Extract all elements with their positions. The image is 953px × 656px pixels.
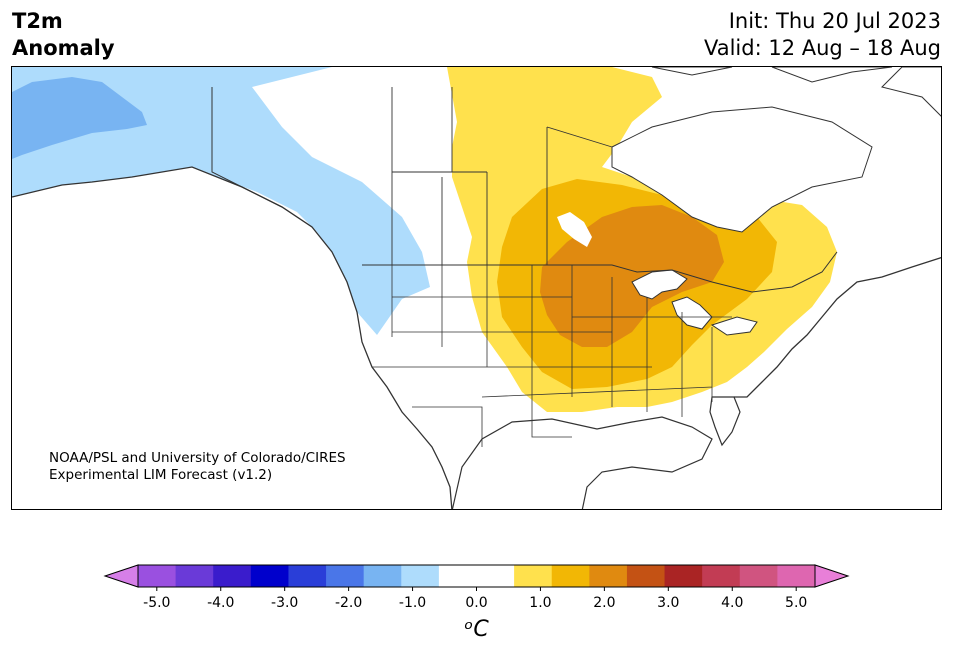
us-state-borders (372, 265, 732, 447)
colorbar: -5.0 -4.0 -3.0 -2.0 -1.0 0.0 1.0 2.0 3.0 4.0 5.0 (103, 564, 850, 611)
colorbar-unit-label: ᵒC (464, 617, 489, 642)
colorbar-tick-label: 3.0 (657, 595, 679, 611)
colorbar-tick-label: -4.0 (207, 595, 234, 611)
map-panel (11, 66, 942, 510)
title-line-1: T2m (12, 9, 63, 33)
hudson-bay (611, 106, 873, 233)
colorbar-cell (438, 565, 477, 587)
colorbar-cell (739, 565, 778, 587)
pacific-coastline (12, 166, 453, 509)
colorbar-tick-label: 5.0 (785, 595, 807, 611)
colorbar-cell (589, 565, 628, 587)
colorbar-tick-label: -1.0 (399, 595, 426, 611)
colorbar-cell (702, 565, 741, 587)
colorbar-cell (777, 565, 816, 587)
colorbar-cell (476, 565, 515, 587)
cold-anomaly-mid (12, 77, 147, 159)
colorbar-tick-label: -3.0 (271, 595, 298, 611)
cold-anomaly-light (12, 67, 430, 335)
prairie-lakes (557, 212, 592, 247)
credit-line-1: NOAA/PSL and University of Colorado/CIRE… (49, 450, 346, 466)
init-date: Init: Thu 20 Jul 2023 (728, 9, 941, 33)
map-title: T2m Anomaly (12, 8, 115, 62)
colorbar-over-arrow (814, 564, 850, 588)
colorbar-cell (213, 565, 252, 587)
colorbar-cell (363, 565, 402, 587)
florida (709, 396, 741, 447)
arctic-islands (651, 67, 941, 117)
credit-line-2: Experimental LIM Forecast (v1.2) (49, 467, 273, 483)
colorbar-tick-label: 2.0 (593, 595, 615, 611)
alaska-canada-border (211, 87, 313, 228)
colorbar-cell (138, 565, 177, 587)
title-line-2: Anomaly (12, 36, 115, 60)
credit-text: NOAA/PSL and University of Colorado/CIRE… (49, 450, 346, 484)
colorbar-cell (626, 565, 666, 587)
atlantic-coastline (734, 256, 941, 398)
colorbar-cell (514, 565, 553, 587)
colorbar-cell (664, 565, 703, 587)
colorbar-tick-label: 4.0 (721, 595, 743, 611)
canada-provinces (391, 87, 613, 265)
colorbar-cell (288, 565, 327, 587)
forecast-dates: Init: Thu 20 Jul 2023 Valid: 12 Aug – 18… (704, 8, 941, 62)
colorbar-under-arrow (103, 564, 139, 588)
colorbar-cell (551, 565, 590, 587)
canada-us-border (362, 251, 838, 293)
colorbar-tick-label: 0.0 (465, 595, 487, 611)
valid-date: Valid: 12 Aug – 18 Aug (703, 36, 941, 60)
temperature-anomaly-map (12, 67, 941, 509)
colorbar-cell (250, 565, 289, 587)
colorbar-tick-label: -5.0 (143, 595, 170, 611)
gulf-of-mexico (451, 416, 713, 509)
colorbar-cell (175, 565, 214, 587)
colorbar-ticks: -5.0 -4.0 -3.0 -2.0 -1.0 0.0 1.0 2.0 3.0 4.0 5.0 (143, 587, 807, 611)
colorbar-cell (401, 565, 440, 587)
colorbar-tick-label: -2.0 (335, 595, 362, 611)
colorbar-cell (326, 565, 365, 587)
colorbar-cells (138, 565, 816, 587)
colorbar-tick-label: 1.0 (529, 595, 551, 611)
